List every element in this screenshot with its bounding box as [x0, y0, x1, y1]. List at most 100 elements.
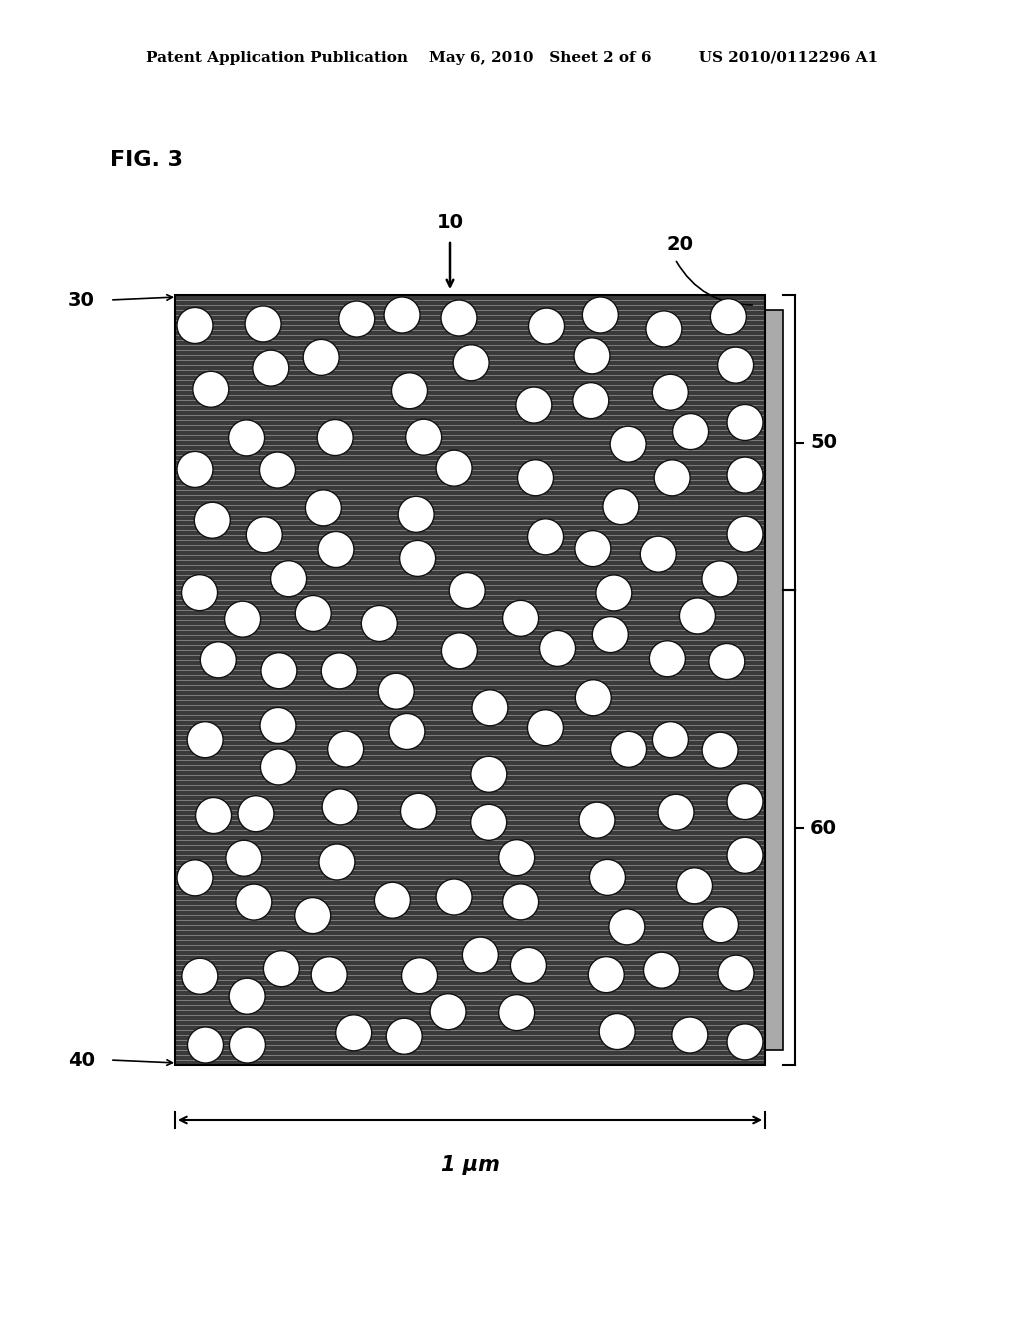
Circle shape — [503, 884, 539, 920]
Circle shape — [727, 1024, 763, 1060]
Circle shape — [181, 574, 217, 611]
Circle shape — [702, 907, 738, 942]
Circle shape — [701, 561, 738, 597]
Circle shape — [322, 653, 357, 689]
Circle shape — [195, 502, 230, 539]
Text: 20: 20 — [667, 235, 693, 253]
Circle shape — [253, 350, 289, 387]
Circle shape — [450, 573, 485, 609]
Circle shape — [499, 840, 535, 875]
Circle shape — [226, 841, 262, 876]
Bar — [765, 310, 783, 1049]
Circle shape — [711, 298, 746, 335]
Circle shape — [652, 375, 688, 411]
Circle shape — [261, 652, 297, 689]
Circle shape — [391, 372, 427, 409]
Circle shape — [305, 490, 341, 525]
Circle shape — [592, 616, 629, 652]
Circle shape — [441, 632, 477, 669]
Circle shape — [193, 371, 228, 408]
Circle shape — [718, 956, 754, 991]
Circle shape — [517, 459, 554, 496]
Circle shape — [510, 948, 547, 983]
Circle shape — [599, 1014, 635, 1049]
Circle shape — [260, 708, 296, 743]
Circle shape — [727, 516, 763, 552]
Circle shape — [610, 426, 646, 462]
Circle shape — [339, 301, 375, 337]
Text: FIG. 3: FIG. 3 — [110, 150, 183, 170]
Circle shape — [384, 297, 420, 333]
Circle shape — [406, 420, 441, 455]
Text: 10: 10 — [436, 213, 464, 231]
Circle shape — [295, 595, 331, 631]
Circle shape — [609, 909, 645, 945]
Circle shape — [471, 756, 507, 792]
Circle shape — [610, 731, 646, 767]
Circle shape — [727, 784, 763, 820]
Circle shape — [328, 731, 364, 767]
Circle shape — [727, 457, 763, 494]
Circle shape — [575, 680, 611, 715]
Circle shape — [303, 339, 339, 375]
Circle shape — [658, 795, 694, 830]
Circle shape — [389, 714, 425, 750]
Circle shape — [652, 722, 688, 758]
Circle shape — [680, 598, 716, 634]
Circle shape — [574, 531, 611, 566]
Circle shape — [201, 642, 237, 678]
Circle shape — [572, 383, 609, 418]
Text: 50: 50 — [810, 433, 837, 451]
Circle shape — [336, 1015, 372, 1051]
Circle shape — [573, 338, 610, 374]
Circle shape — [673, 413, 709, 450]
Circle shape — [430, 994, 466, 1030]
Circle shape — [182, 958, 218, 994]
Circle shape — [224, 601, 260, 638]
Circle shape — [596, 576, 632, 611]
Circle shape — [295, 898, 331, 933]
Circle shape — [472, 690, 508, 726]
Circle shape — [643, 952, 680, 989]
Circle shape — [238, 796, 274, 832]
Circle shape — [378, 673, 415, 709]
Text: Patent Application Publication    May 6, 2010   Sheet 2 of 6         US 2010/011: Patent Application Publication May 6, 20… — [146, 51, 878, 65]
Circle shape — [463, 937, 499, 973]
Circle shape — [516, 387, 552, 422]
Circle shape — [503, 601, 539, 636]
Circle shape — [187, 1027, 223, 1063]
Circle shape — [375, 882, 411, 919]
Circle shape — [649, 640, 685, 677]
Circle shape — [311, 957, 347, 993]
Circle shape — [640, 536, 676, 572]
Circle shape — [709, 644, 744, 680]
Circle shape — [436, 879, 472, 915]
Circle shape — [398, 496, 434, 532]
Circle shape — [499, 994, 535, 1031]
Circle shape — [436, 450, 472, 486]
Circle shape — [228, 420, 264, 455]
Circle shape — [603, 488, 639, 524]
Circle shape — [583, 297, 618, 333]
Circle shape — [386, 1018, 422, 1055]
Circle shape — [401, 958, 437, 994]
Circle shape — [654, 459, 690, 496]
Circle shape — [702, 733, 738, 768]
Circle shape — [259, 451, 296, 488]
Circle shape — [177, 451, 213, 487]
Text: 40: 40 — [68, 1051, 95, 1069]
Circle shape — [270, 561, 306, 597]
Circle shape — [590, 859, 626, 895]
Circle shape — [196, 797, 231, 833]
Circle shape — [229, 978, 265, 1014]
Circle shape — [540, 631, 575, 667]
Circle shape — [646, 312, 682, 347]
Circle shape — [229, 1027, 265, 1063]
Circle shape — [588, 957, 625, 993]
Circle shape — [177, 859, 213, 896]
Bar — [175, 294, 765, 1065]
Circle shape — [453, 345, 489, 380]
Circle shape — [400, 793, 436, 829]
Circle shape — [528, 308, 564, 345]
Circle shape — [361, 606, 397, 642]
